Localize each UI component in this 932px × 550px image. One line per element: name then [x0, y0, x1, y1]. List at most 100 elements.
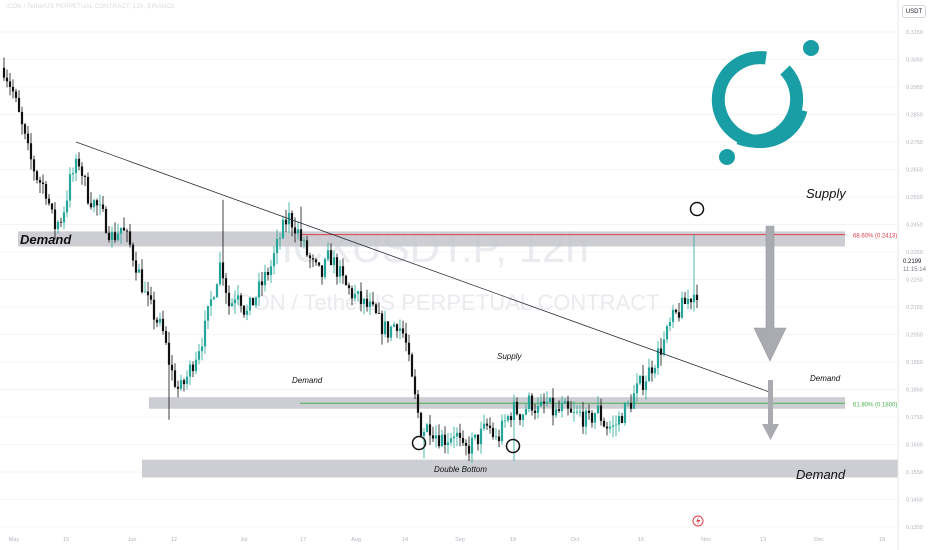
candle-body [554, 409, 558, 416]
candle-body [215, 284, 219, 298]
candle-body [536, 405, 540, 414]
candle-body [485, 423, 489, 426]
time-tick-label: 17 [300, 537, 306, 543]
candle-body [179, 380, 183, 389]
candle-body [95, 200, 99, 206]
candle-body [476, 434, 480, 445]
candle-body [671, 309, 675, 322]
candle-body [686, 298, 690, 304]
trendlines [75, 141, 771, 393]
candle-body [617, 416, 621, 425]
time-tick-label: Aug [351, 537, 361, 543]
candle-body [491, 427, 495, 437]
annotation-label: Demand [292, 376, 323, 385]
candle-body [434, 435, 438, 439]
price-tick-label: 0.2350 [906, 250, 923, 256]
candle-body [428, 424, 432, 436]
time-tick-label: Jun [128, 537, 137, 543]
candle-body [467, 445, 471, 454]
candle-body [17, 97, 21, 112]
candle-body [194, 359, 198, 372]
candle-body [461, 437, 465, 443]
fib-level-label: 68.60% (0.2413) [853, 234, 897, 240]
candle-body [128, 231, 132, 245]
candle-body [419, 412, 423, 436]
candle-body [497, 436, 501, 442]
candle-body [425, 424, 429, 432]
candle-body [2, 67, 6, 78]
candle-body [608, 426, 612, 429]
annotation-labels: Demand Demand Supply Double Bottom Supply Dem… [20, 186, 847, 482]
flash-icon[interactable] [692, 515, 704, 527]
time-tick-label: 13 [760, 537, 766, 543]
candle-body [644, 381, 648, 391]
price-tick-label: 0.1650 [906, 443, 923, 449]
candle-body [386, 321, 390, 338]
candle-body [122, 227, 126, 231]
candle-body [527, 395, 531, 410]
candle-body [695, 294, 699, 300]
down-arrow-large [753, 225, 787, 362]
price-tick-label: 0.2750 [906, 140, 923, 146]
candle-body [518, 414, 522, 420]
candle-body [272, 253, 276, 267]
price-axis[interactable]: 0.3150 0.3050 0.2950 0.2850 0.2750 0.2650 0.25… [897, 0, 923, 550]
candle-body [83, 175, 87, 177]
grid [0, 31, 898, 528]
candle-body [680, 297, 684, 318]
circle-marker [505, 438, 521, 454]
candle-body [29, 143, 33, 160]
candle-body [611, 425, 615, 427]
candle-body [329, 250, 333, 266]
candle-body [113, 232, 117, 241]
candle-body [314, 259, 318, 263]
candle-body [380, 313, 384, 335]
candle-body [14, 91, 18, 98]
candle-body [125, 230, 129, 232]
candle-body [545, 402, 549, 404]
candle-body [413, 376, 417, 395]
candle-body [20, 111, 24, 125]
candle-body [236, 295, 240, 300]
candle-body [152, 299, 156, 320]
candle-body [137, 269, 141, 273]
candle-body [317, 262, 321, 266]
candle-body [578, 411, 582, 413]
candle-body [395, 324, 399, 331]
candle-body [350, 288, 354, 299]
candle-body [5, 77, 9, 82]
candle-body [266, 272, 270, 276]
candle-body [449, 438, 453, 443]
currency-button[interactable]: USDT [902, 5, 926, 18]
candle-body [131, 244, 135, 261]
price-tick-label: 0.1550 [906, 470, 923, 476]
candle-body [638, 375, 642, 384]
candle-body [251, 297, 255, 306]
candle-body [50, 203, 54, 210]
time-tick-label: 14 [402, 537, 408, 543]
candle-body [596, 405, 600, 414]
candle-body [284, 219, 288, 225]
candle-body [170, 364, 174, 371]
candle-body [500, 420, 504, 442]
price-tick-label: 0.2650 [906, 168, 923, 174]
candle-body [593, 413, 597, 423]
candle-body [185, 376, 189, 385]
candle-body [176, 386, 180, 389]
candle-body [455, 432, 459, 437]
time-axis[interactable]: May 15 Jun 12 Jul 17 Aug 14 Sep 18 Oct 16 Nov 13 Dec 18 [9, 515, 885, 543]
candle-body [470, 437, 474, 454]
candle-body [515, 401, 519, 415]
candle-body [302, 240, 306, 242]
candle-body [683, 297, 687, 304]
candle-body [440, 434, 444, 447]
candle-body [158, 318, 162, 323]
candle-body [365, 298, 369, 307]
candle-body [665, 326, 669, 340]
candle-body [11, 86, 15, 92]
candle-body [398, 328, 402, 331]
candle-body [299, 229, 303, 241]
candle-body [65, 200, 69, 213]
